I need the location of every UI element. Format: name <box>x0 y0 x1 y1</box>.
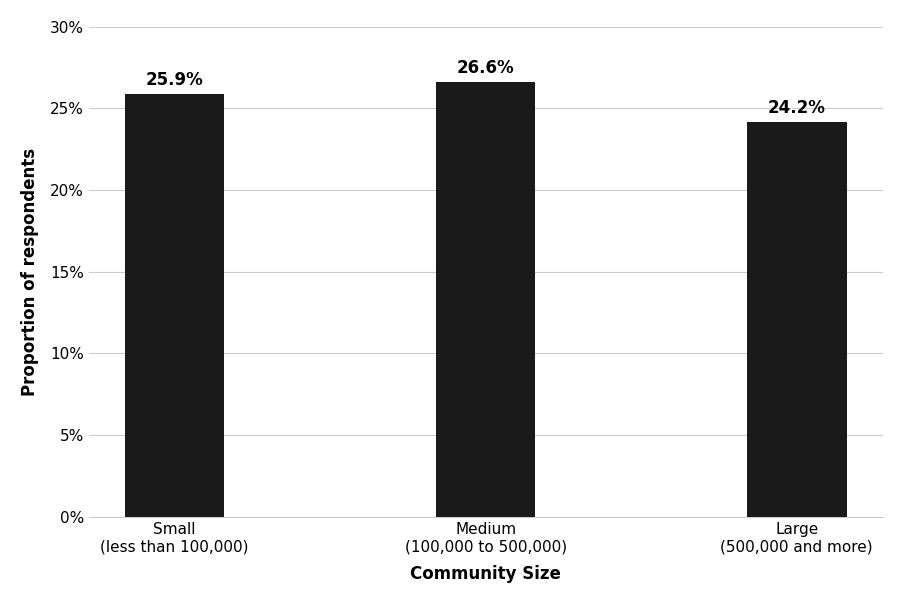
Text: 25.9%: 25.9% <box>145 71 203 89</box>
Text: 24.2%: 24.2% <box>767 98 824 117</box>
Bar <box>746 121 845 517</box>
X-axis label: Community Size: Community Size <box>410 565 561 583</box>
Bar <box>125 94 224 517</box>
Y-axis label: Proportion of respondents: Proportion of respondents <box>21 148 39 396</box>
Bar <box>435 82 535 517</box>
Text: 26.6%: 26.6% <box>456 59 514 77</box>
